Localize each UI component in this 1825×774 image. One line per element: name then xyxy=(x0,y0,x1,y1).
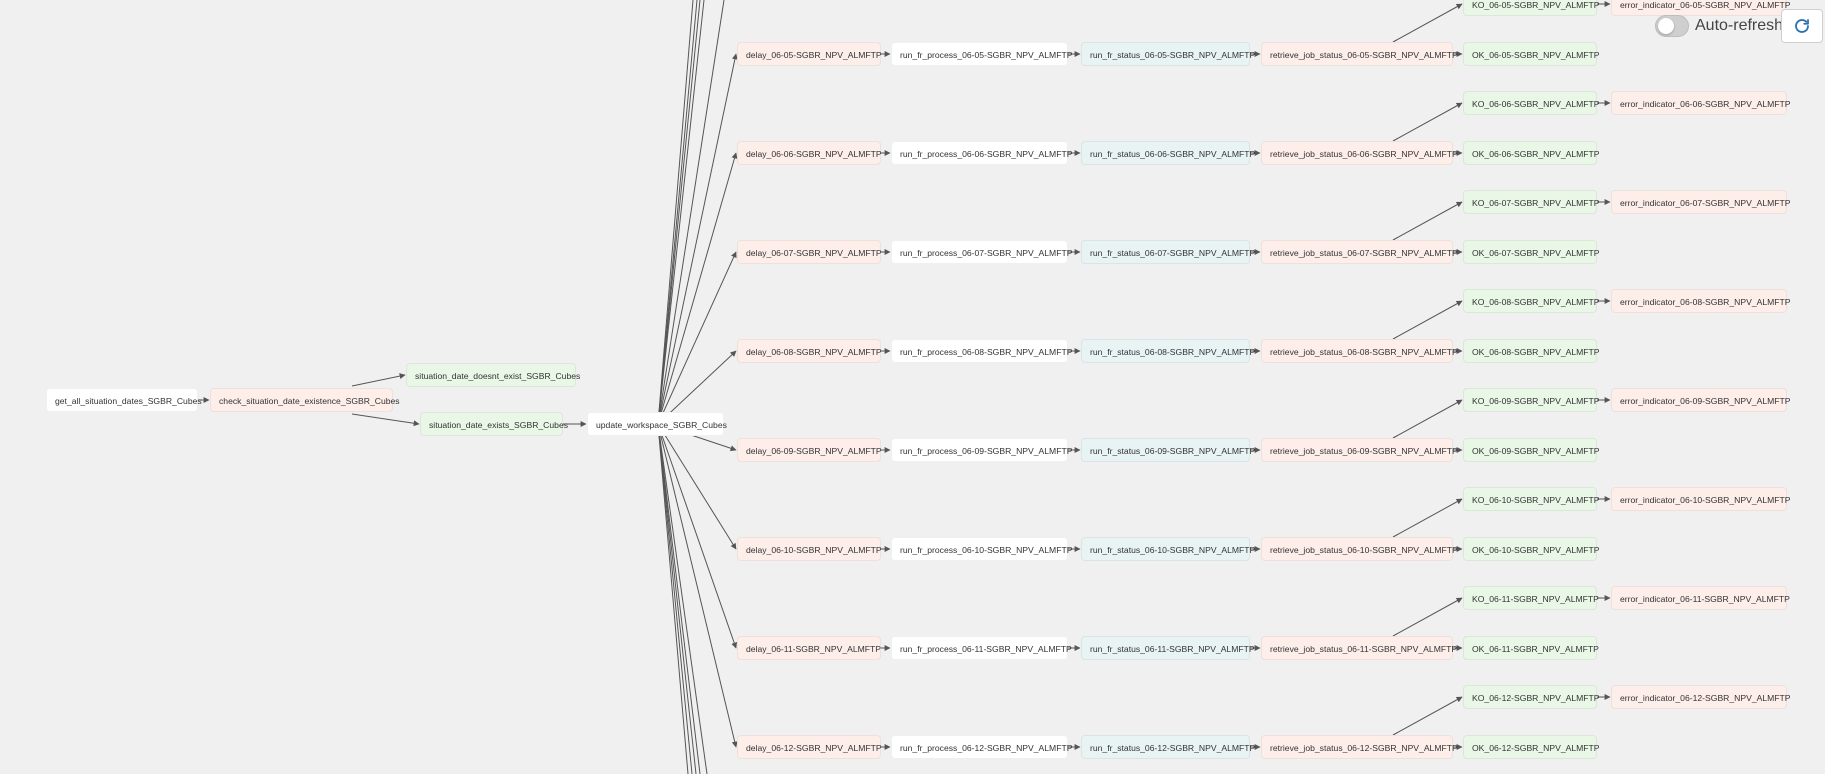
task-node-ko-row-3[interactable]: KO_06-09-SGBR_NPV_ALMFTP xyxy=(1463,388,1600,412)
task-node-delay-06-11[interactable]: delay_06-11-SGBR_NPV_ALMFTP xyxy=(737,636,881,660)
task-node-run-06-06[interactable]: run_fr_process_06-06-SGBR_NPV_ALMFTP xyxy=(891,141,1072,165)
auto-refresh-toggle[interactable] xyxy=(1655,15,1689,37)
task-node-retrieve-06-05[interactable]: retrieve_job_status_06-05-SGBR_NPV_ALMFT… xyxy=(1261,42,1458,66)
task-node-status-06-09[interactable]: run_fr_status_06-09-SGBR_NPV_ALMFTP xyxy=(1081,438,1255,462)
edge-retrieve-to-ko-06-08 xyxy=(1392,300,1463,340)
task-node-error-row-2[interactable]: error_indicator_06-08-SGBR_NPV_ALMFTP xyxy=(1611,289,1791,313)
task-node-run-06-07[interactable]: run_fr_process_06-07-SGBR_NPV_ALMFTP xyxy=(891,240,1072,264)
task-node-error-row-1[interactable]: error_indicator_06-07-SGBR_NPV_ALMFTP xyxy=(1611,190,1791,214)
task-node-retrieve-06-09[interactable]: retrieve_job_status_06-09-SGBR_NPV_ALMFT… xyxy=(1261,438,1458,462)
edge-fanout-offscreen-top xyxy=(657,0,705,425)
task-node-delay-06-10[interactable]: delay_06-10-SGBR_NPV_ALMFTP xyxy=(737,537,882,561)
edge-fanout-offscreen-top xyxy=(657,0,701,425)
edge-retrieve-to-ko-06-09 xyxy=(1392,399,1463,439)
task-node-status-06-10[interactable]: run_fr_status_06-10-SGBR_NPV_ALMFTP xyxy=(1081,537,1255,561)
task-node-ko-row-0[interactable]: KO_06-06-SGBR_NPV_ALMFTP xyxy=(1463,91,1600,115)
task-node-check[interactable]: check_situation_date_existence_SGBR_Cube… xyxy=(210,388,400,412)
task-node-retrieve-06-11[interactable]: retrieve_job_status_06-11-SGBR_NPV_ALMFT… xyxy=(1261,636,1457,660)
task-node-run-06-09[interactable]: run_fr_process_06-09-SGBR_NPV_ALMFTP xyxy=(891,438,1072,462)
edge-retrieve-to-ko-06-06 xyxy=(1392,102,1463,142)
refresh-button[interactable] xyxy=(1781,9,1823,43)
edge-update-to-delay-06-07 xyxy=(657,251,737,425)
task-node-run-06-08[interactable]: run_fr_process_06-08-SGBR_NPV_ALMFTP xyxy=(891,339,1072,363)
edge-retrieve-to-ko-06-12 xyxy=(1392,696,1463,736)
edge-update-to-delay-06-10 xyxy=(657,423,737,550)
task-node-ko-row-1[interactable]: KO_06-07-SGBR_NPV_ALMFTP xyxy=(1463,190,1600,214)
task-node-error-row-6[interactable]: error_indicator_06-12-SGBR_NPV_ALMFTP xyxy=(1611,685,1791,709)
task-node-error-row-3[interactable]: error_indicator_06-09-SGBR_NPV_ALMFTP xyxy=(1611,388,1791,412)
task-node-ok-06-07[interactable]: OK_06-07-SGBR_NPV_ALMFTP xyxy=(1463,240,1600,264)
task-node-error-row-4[interactable]: error_indicator_06-10-SGBR_NPV_ALMFTP xyxy=(1611,487,1791,511)
task-node-status-06-11[interactable]: run_fr_status_06-11-SGBR_NPV_ALMFTP xyxy=(1081,636,1255,660)
task-node-ko-partial[interactable]: KO_06-05-SGBR_NPV_ALMFTP xyxy=(1463,0,1600,16)
task-node-delay-06-09[interactable]: delay_06-09-SGBR_NPV_ALMFTP xyxy=(737,438,882,462)
edge-fanout-offscreen-top xyxy=(657,0,694,425)
edge-check-to-not-exist xyxy=(351,373,406,387)
edge-retrieve-to-ko-06-10 xyxy=(1392,498,1463,538)
task-node-status-06-12[interactable]: run_fr_status_06-12-SGBR_NPV_ALMFTP xyxy=(1081,735,1255,759)
task-node-retrieve-06-10[interactable]: retrieve_job_status_06-10-SGBR_NPV_ALMFT… xyxy=(1261,537,1458,561)
task-node-ok-06-06[interactable]: OK_06-06-SGBR_NPV_ALMFTP xyxy=(1463,141,1600,165)
edge-retrieve-to-ko-06-11 xyxy=(1392,597,1463,637)
task-node-error-row-5[interactable]: error_indicator_06-11-SGBR_NPV_ALMFTP xyxy=(1611,586,1790,610)
task-node-ok-06-12[interactable]: OK_06-12-SGBR_NPV_ALMFTP xyxy=(1463,735,1600,759)
task-node-ok-06-10[interactable]: OK_06-10-SGBR_NPV_ALMFTP xyxy=(1463,537,1600,561)
task-node-ok-06-08[interactable]: OK_06-08-SGBR_NPV_ALMFTP xyxy=(1463,339,1600,363)
task-node-status-06-06[interactable]: run_fr_status_06-06-SGBR_NPV_ALMFTP xyxy=(1081,141,1255,165)
task-node-run-06-11[interactable]: run_fr_process_06-11-SGBR_NPV_ALMFTP xyxy=(891,636,1072,660)
edge-fanout-offscreen-top xyxy=(657,0,698,425)
task-node-retrieve-06-07[interactable]: retrieve_job_status_06-07-SGBR_NPV_ALMFT… xyxy=(1261,240,1458,264)
task-node-exists[interactable]: situation_date_exists_SGBR_Cubes xyxy=(420,412,568,436)
edge-fanout-offscreen-bottom xyxy=(657,423,693,774)
task-node-ko-row-6[interactable]: KO_06-12-SGBR_NPV_ALMFTP xyxy=(1463,685,1600,709)
task-node-delay-06-07[interactable]: delay_06-07-SGBR_NPV_ALMFTP xyxy=(737,240,882,264)
auto-refresh-control: Auto-refresh xyxy=(1655,14,1783,38)
task-node-ko-row-4[interactable]: KO_06-10-SGBR_NPV_ALMFTP xyxy=(1463,487,1600,511)
task-node-ko-row-5[interactable]: KO_06-11-SGBR_NPV_ALMFTP xyxy=(1463,586,1599,610)
edge-update-to-delay-06-12 xyxy=(657,423,738,748)
task-node-delay-06-05[interactable]: delay_06-05-SGBR_NPV_ALMFTP xyxy=(737,42,882,66)
task-node-error-partial[interactable]: error_indicator_06-05-SGBR_NPV_ALMFTP xyxy=(1611,0,1791,16)
edge-update-to-delay-06-05 xyxy=(657,53,738,425)
edge-fanout-offscreen-bottom xyxy=(657,423,697,774)
task-node-run-06-10[interactable]: run_fr_process_06-10-SGBR_NPV_ALMFTP xyxy=(891,537,1072,561)
task-node-error-row-0[interactable]: error_indicator_06-06-SGBR_NPV_ALMFTP xyxy=(1611,91,1791,115)
task-node-ok-06-05[interactable]: OK_06-05-SGBR_NPV_ALMFTP xyxy=(1463,42,1600,66)
toggle-knob xyxy=(1658,18,1674,34)
edge-retrieve-to-ko-06-05 xyxy=(1392,3,1463,43)
edge-update-to-delay-06-06 xyxy=(657,152,738,425)
task-node-status-06-08[interactable]: run_fr_status_06-08-SGBR_NPV_ALMFTP xyxy=(1081,339,1255,363)
task-node-retrieve-06-12[interactable]: retrieve_job_status_06-12-SGBR_NPV_ALMFT… xyxy=(1261,735,1458,759)
edge-fanout-offscreen-bottom xyxy=(657,423,708,774)
task-node-delay-06-06[interactable]: delay_06-06-SGBR_NPV_ALMFTP xyxy=(737,141,882,165)
edge-fanout-offscreen-bottom xyxy=(657,423,689,774)
task-node-retrieve-06-06[interactable]: retrieve_job_status_06-06-SGBR_NPV_ALMFT… xyxy=(1261,141,1458,165)
auto-refresh-label: Auto-refresh xyxy=(1695,17,1784,34)
edge-retrieve-to-ko-06-07 xyxy=(1392,201,1463,241)
task-node-ok-06-09[interactable]: OK_06-09-SGBR_NPV_ALMFTP xyxy=(1463,438,1600,462)
task-node-status-06-05[interactable]: run_fr_status_06-05-SGBR_NPV_ALMFTP xyxy=(1081,42,1255,66)
task-node-not_exist[interactable]: situation_date_doesnt_exist_SGBR_Cubes xyxy=(406,363,580,387)
task-node-delay-06-08[interactable]: delay_06-08-SGBR_NPV_ALMFTP xyxy=(737,339,882,363)
task-node-update[interactable]: update_workspace_SGBR_Cubes xyxy=(587,412,727,436)
task-node-run-06-05[interactable]: run_fr_process_06-05-SGBR_NPV_ALMFTP xyxy=(891,42,1072,66)
task-node-get_all[interactable]: get_all_situation_dates_SGBR_Cubes xyxy=(46,388,202,412)
edge-fanout-offscreen-top xyxy=(657,0,725,425)
task-node-status-06-07[interactable]: run_fr_status_06-07-SGBR_NPV_ALMFTP xyxy=(1081,240,1255,264)
task-node-run-06-12[interactable]: run_fr_process_06-12-SGBR_NPV_ALMFTP xyxy=(891,735,1072,759)
task-node-delay-06-12[interactable]: delay_06-12-SGBR_NPV_ALMFTP xyxy=(737,735,882,759)
edge-check-to-exists xyxy=(351,413,420,427)
task-node-ok-06-11[interactable]: OK_06-11-SGBR_NPV_ALMFTP xyxy=(1463,636,1599,660)
task-node-ko-row-2[interactable]: KO_06-08-SGBR_NPV_ALMFTP xyxy=(1463,289,1600,313)
edge-update-to-delay-06-11 xyxy=(657,423,738,649)
task-node-retrieve-06-08[interactable]: retrieve_job_status_06-08-SGBR_NPV_ALMFT… xyxy=(1261,339,1458,363)
refresh-icon xyxy=(1795,19,1809,33)
edge-fanout-offscreen-bottom xyxy=(657,423,701,774)
